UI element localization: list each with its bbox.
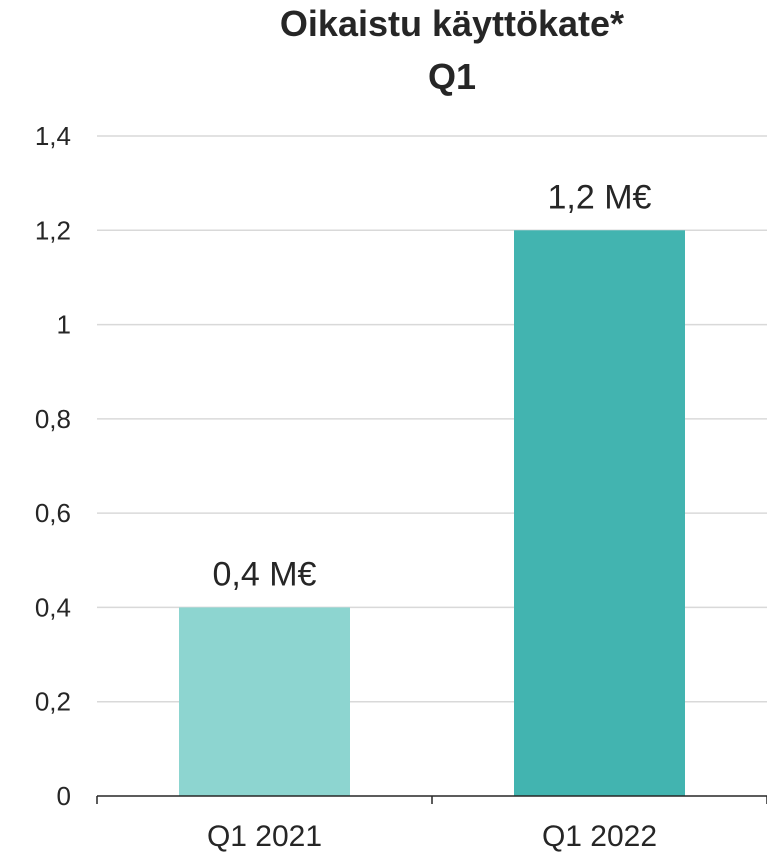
chart-title-line-2: Q1 [428,56,476,97]
y-tick-label: 1 [57,310,71,340]
bars [179,230,685,797]
y-axis-tick-labels: 0 0,2 0,4 0,6 0,8 1 1,2 1,4 [35,121,71,811]
data-label: 1,2 M€ [548,178,652,216]
y-tick-label: 1,4 [35,121,71,151]
y-tick-label: 0,2 [35,687,71,717]
category-label: Q1 2021 [207,820,322,853]
data-label: 0,4 M€ [213,555,317,593]
category-label: Q1 2022 [542,820,657,853]
y-tick-label: 0 [57,781,71,811]
bar-1 [179,607,350,796]
y-tick-label: 0,8 [35,404,71,434]
x-axis [96,795,767,804]
y-tick-label: 1,2 [35,215,71,245]
x-axis-category-labels: Q1 2021 Q1 2022 [207,820,657,853]
data-labels: 0,4 M€ 1,2 M€ [213,178,652,593]
y-tick-label: 0,6 [35,498,71,528]
bar-2 [514,230,685,797]
chart-title-line-1: Oikaistu käyttökate* [280,3,624,44]
y-tick-label: 0,4 [35,592,71,622]
